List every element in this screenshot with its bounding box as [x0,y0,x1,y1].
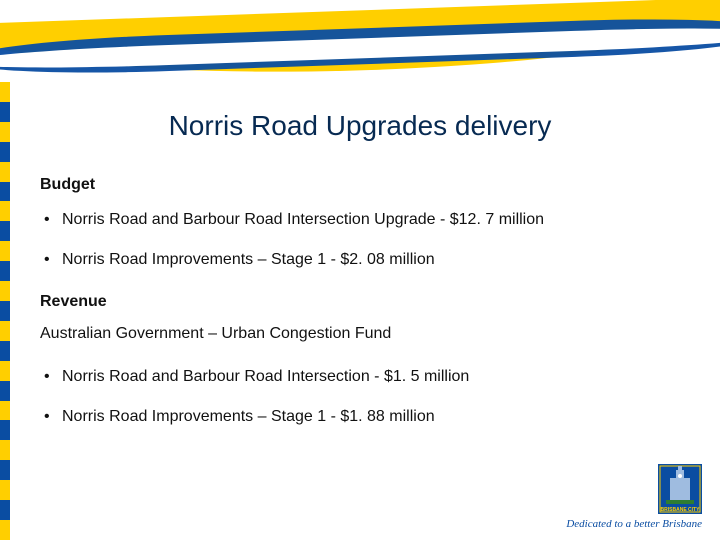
revenue-source: Australian Government – Urban Congestion… [40,325,680,343]
footer-tagline: Dedicated to a better Brisbane [566,518,702,530]
stripe-segment [0,520,10,540]
stripe-segment [0,361,10,381]
budget-heading: Budget [40,176,680,194]
stripe-segment [0,241,10,261]
top-banner [0,0,720,88]
content-area: Norris Road Upgrades delivery Budget Nor… [40,110,680,450]
stripe-segment [0,122,10,142]
stripe-segment [0,102,10,122]
stripe-segment [0,460,10,480]
stripe-segment [0,401,10,421]
budget-list: Norris Road and Barbour Road Intersectio… [40,200,680,279]
list-item: Norris Road Improvements – Stage 1 - $2.… [40,240,680,280]
brisbane-city-logo-icon: BRISBANE CITY [658,464,702,514]
left-stripe-bar [0,82,10,540]
stripe-segment [0,381,10,401]
stripe-segment [0,480,10,500]
stripe-segment [0,261,10,281]
stripe-segment [0,341,10,361]
stripe-segment [0,182,10,202]
stripe-segment [0,82,10,102]
stripe-segment [0,201,10,221]
slide: Norris Road Upgrades delivery Budget Nor… [0,0,720,540]
list-item: Norris Road and Barbour Road Intersectio… [40,357,680,397]
stripe-segment [0,321,10,341]
revenue-heading: Revenue [40,293,680,311]
stripe-segment [0,281,10,301]
slide-title: Norris Road Upgrades delivery [40,110,680,142]
svg-text:BRISBANE CITY: BRISBANE CITY [661,507,701,513]
stripe-segment [0,142,10,162]
stripe-segment [0,420,10,440]
revenue-list: Norris Road and Barbour Road Intersectio… [40,357,680,436]
stripe-segment [0,440,10,460]
stripe-segment [0,162,10,182]
stripe-segment [0,301,10,321]
footer: BRISBANE CITY Dedicated to a better Bris… [566,464,702,530]
list-item: Norris Road Improvements – Stage 1 - $1.… [40,397,680,437]
stripe-segment [0,221,10,241]
stripe-segment [0,500,10,520]
list-item: Norris Road and Barbour Road Intersectio… [40,200,680,240]
